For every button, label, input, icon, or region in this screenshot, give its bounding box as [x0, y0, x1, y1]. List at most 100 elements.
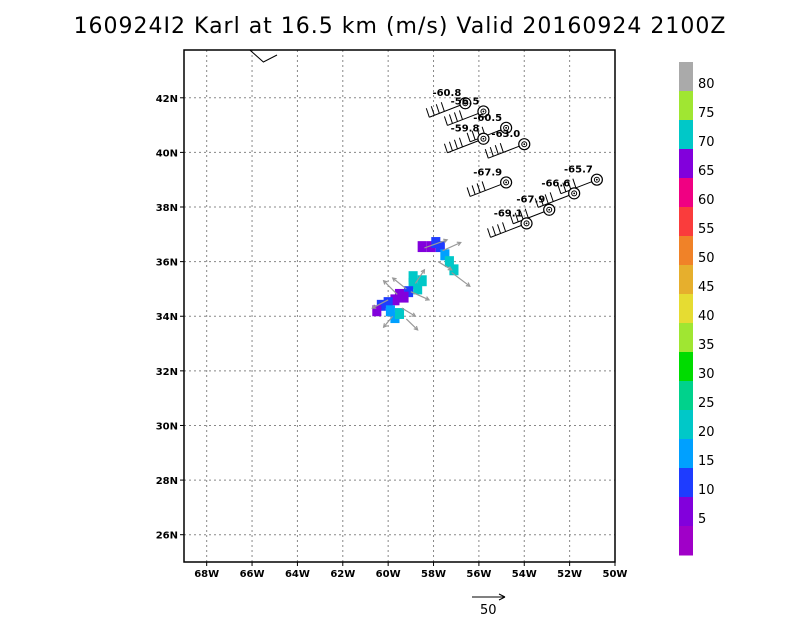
storm-symbol-core: [521, 141, 528, 148]
lat-axis: 26N 28N 30N 32N 34N 36N 38N 40N 42N: [156, 94, 184, 542]
wind-arrowhead: [465, 282, 471, 287]
storm-temp-label: -59.8: [451, 124, 480, 135]
storm-symbol-core: [523, 220, 530, 227]
wind-barb-feather: [519, 210, 524, 220]
legend-swatch: [679, 497, 693, 527]
legend-swatch: [679, 236, 693, 266]
legend-swatch: [679, 439, 693, 469]
lon-axis: 68W 66W 64W 62W 60W 58W 56W 54W 52W 50W: [194, 562, 627, 580]
wind-barb-feather: [435, 104, 440, 114]
wind-vectors: [371, 238, 471, 331]
data-cell: [385, 305, 395, 317]
wind-arrowhead: [413, 325, 419, 331]
wind-barb-feather: [494, 145, 499, 155]
storm-marker: -60.8: [425, 88, 472, 118]
legend-label: 50: [698, 251, 715, 266]
data-cell: [449, 264, 459, 276]
wind-barb-feather: [489, 147, 494, 157]
wind-barb-feather: [458, 137, 463, 147]
legend-label: 5: [698, 512, 706, 527]
storm-temp-label: -60.8: [432, 88, 461, 99]
wind-barb: [490, 224, 522, 238]
lat-tick-label: 38N: [156, 203, 178, 214]
data-cell: [408, 271, 418, 283]
wind-barb-feather: [499, 143, 504, 153]
wind-barb-feather: [492, 226, 497, 236]
wind-barb-feather: [567, 180, 572, 190]
wind-arrow: [405, 318, 419, 331]
storm-temp-label: -63.0: [491, 129, 520, 140]
wind-arrow: [410, 291, 430, 301]
wind-barb: [469, 183, 502, 197]
data-cell: [417, 241, 427, 253]
storm-symbol-dot: [595, 178, 598, 181]
wind-arrowhead: [447, 266, 453, 271]
legend-swatch: [679, 62, 693, 92]
storm-marker: -59.8: [443, 124, 490, 154]
legend-swatch: [679, 149, 693, 179]
legend-swatch: [679, 120, 693, 150]
wind-arrowhead: [443, 238, 449, 244]
legend-label: 40: [698, 309, 715, 324]
storm-marker: -56.5: [443, 96, 490, 126]
wind-barb-feather: [487, 228, 492, 238]
wind-barb-feather: [562, 182, 567, 192]
legend-swatch: [679, 178, 693, 208]
data-cell: [440, 249, 450, 261]
wind-barb-feather: [484, 149, 489, 159]
data-cell: [408, 278, 418, 289]
storm-symbol-core: [546, 206, 553, 213]
lat-tick-label: 34N: [156, 312, 178, 323]
wind-arrow: [383, 315, 394, 328]
legend-label: 45: [698, 280, 715, 295]
storm-symbol-core: [480, 135, 487, 142]
lon-tick-label: 62W: [330, 569, 355, 580]
legend-label: 10: [698, 483, 715, 498]
map-frame: [183, 49, 616, 563]
wind-barb-feather: [443, 143, 448, 153]
storm-temp-label: -60.5: [473, 113, 502, 124]
storm-symbol-core: [480, 108, 487, 115]
lon-tick-label: 52W: [557, 569, 582, 580]
wind-barb-feather: [440, 102, 445, 112]
wind-barb-feather: [430, 106, 435, 116]
wind-barb-feather: [497, 224, 502, 234]
legend-swatch: [679, 410, 693, 440]
wind-arrow: [401, 307, 416, 317]
storm-temp-label: -69.1: [494, 208, 523, 219]
wind-barb-feather: [448, 114, 453, 124]
storm-temp-label: -67.9: [473, 167, 502, 178]
wind-barb: [429, 104, 461, 118]
wind-arrow: [383, 280, 398, 295]
legend-label: 55: [698, 222, 715, 237]
wind-barb: [537, 194, 570, 208]
wind-arrowhead: [411, 312, 417, 317]
wind-barb: [488, 145, 520, 159]
wind-arrowhead: [391, 277, 397, 282]
legend-label: 30: [698, 367, 715, 382]
wind-arrowhead: [371, 304, 377, 309]
lat-tick-label: 42N: [156, 94, 178, 105]
legend-swatch: [679, 381, 693, 411]
storm-symbol-core: [503, 124, 510, 131]
legend-label: 70: [698, 135, 715, 150]
legend-label: 65: [698, 164, 715, 179]
storm-temp-label: -67.9: [516, 195, 545, 206]
lon-tick-label: 58W: [421, 569, 446, 580]
legend-label: 15: [698, 454, 715, 469]
legend-swatch: [679, 468, 693, 498]
legend-label: 60: [698, 193, 715, 208]
wind-barb-feather: [466, 132, 471, 142]
legend-swatch: [679, 91, 693, 121]
wind-barb-feather: [453, 112, 458, 122]
storm-marker: -66.6: [534, 178, 581, 208]
lat-tick-label: 36N: [156, 258, 178, 269]
legend-swatch: [679, 352, 693, 382]
wind-arrow: [414, 269, 425, 284]
storm-marker: -67.9: [509, 195, 556, 225]
wind-barb: [447, 112, 479, 126]
data-cell: [383, 297, 393, 309]
wind-arrowhead: [420, 268, 426, 274]
storm-temp-label: -65.7: [564, 165, 593, 176]
